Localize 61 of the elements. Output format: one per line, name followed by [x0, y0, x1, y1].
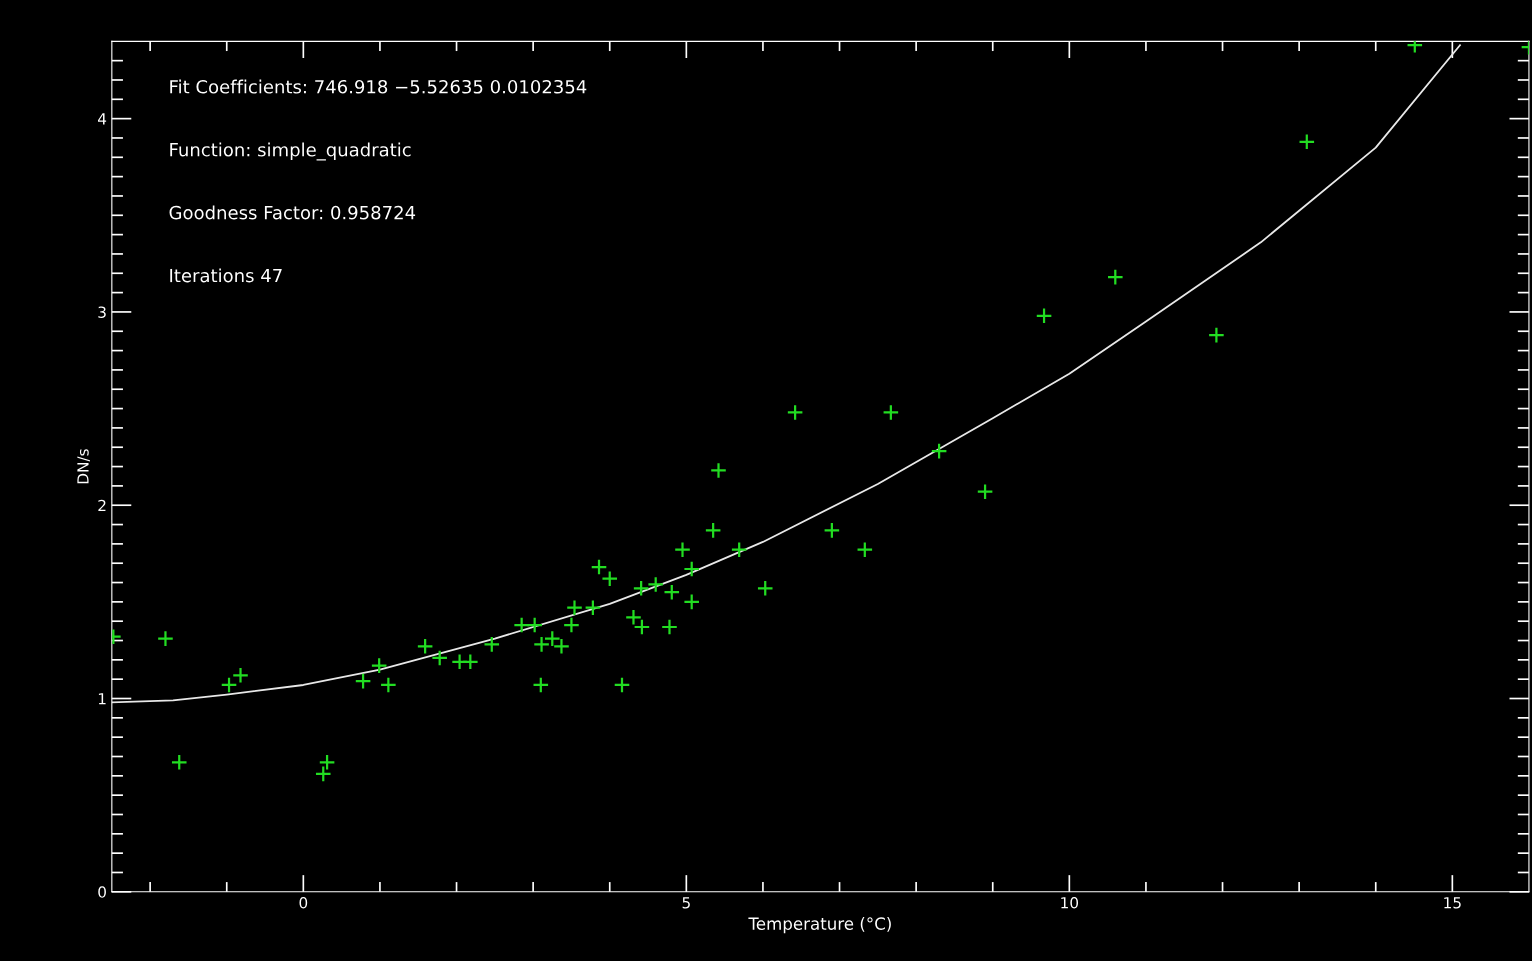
point — [584, 599, 602, 617]
y-tick-label: 4 — [98, 113, 107, 125]
point — [856, 541, 874, 559]
point — [730, 541, 748, 559]
point — [318, 753, 336, 771]
point — [370, 657, 388, 675]
point — [882, 404, 900, 421]
point — [563, 616, 580, 634]
point — [661, 618, 678, 636]
point — [170, 753, 188, 771]
annotation: Function: simple_quadratic — [170, 142, 411, 161]
point — [1106, 268, 1124, 286]
point — [704, 521, 722, 539]
y-tick-label: 1 — [98, 693, 106, 705]
point — [683, 560, 701, 578]
point — [647, 576, 665, 593]
point — [632, 579, 650, 597]
y-tick-label: 2 — [98, 499, 106, 512]
point — [220, 676, 238, 694]
point — [379, 676, 397, 694]
point — [710, 462, 727, 479]
x-tick-label: 5 — [682, 897, 690, 909]
point — [483, 636, 501, 653]
line-series — [111, 44, 1461, 704]
point — [663, 583, 681, 601]
point — [553, 637, 570, 655]
point — [232, 666, 249, 684]
y-tick-label: 3 — [98, 306, 106, 318]
point — [1208, 326, 1225, 344]
point — [431, 649, 449, 667]
point — [683, 593, 701, 611]
point — [461, 653, 479, 671]
y-axis-title: DN/s — [77, 449, 90, 484]
annotation: Fit Coefficients: 746.918 −5.52635 0.0102354 — [170, 79, 587, 94]
point — [930, 442, 948, 460]
point — [613, 676, 631, 694]
annotation: Iterations 47 — [170, 268, 282, 283]
y-tick-label: 0 — [98, 886, 106, 898]
x-tick-label: 10 — [1061, 896, 1079, 909]
x-tick-label: 15 — [1444, 897, 1461, 909]
point — [823, 521, 841, 539]
point — [532, 676, 550, 694]
point — [674, 541, 691, 559]
point — [1035, 307, 1053, 325]
point — [354, 672, 372, 690]
point — [314, 765, 332, 783]
point — [157, 630, 174, 647]
point — [633, 618, 651, 636]
point — [1298, 133, 1316, 151]
point — [526, 616, 544, 634]
x-tick-label: 0 — [299, 896, 308, 909]
point — [601, 570, 619, 588]
annotation: Goodness Factor: 0.958724 — [169, 205, 416, 220]
point — [416, 637, 434, 655]
point — [625, 608, 642, 626]
point — [786, 404, 804, 421]
point — [566, 599, 583, 617]
x-axis-title: Temperature (°C) — [748, 917, 891, 934]
point — [756, 579, 774, 597]
point — [976, 483, 994, 501]
point — [590, 558, 608, 576]
